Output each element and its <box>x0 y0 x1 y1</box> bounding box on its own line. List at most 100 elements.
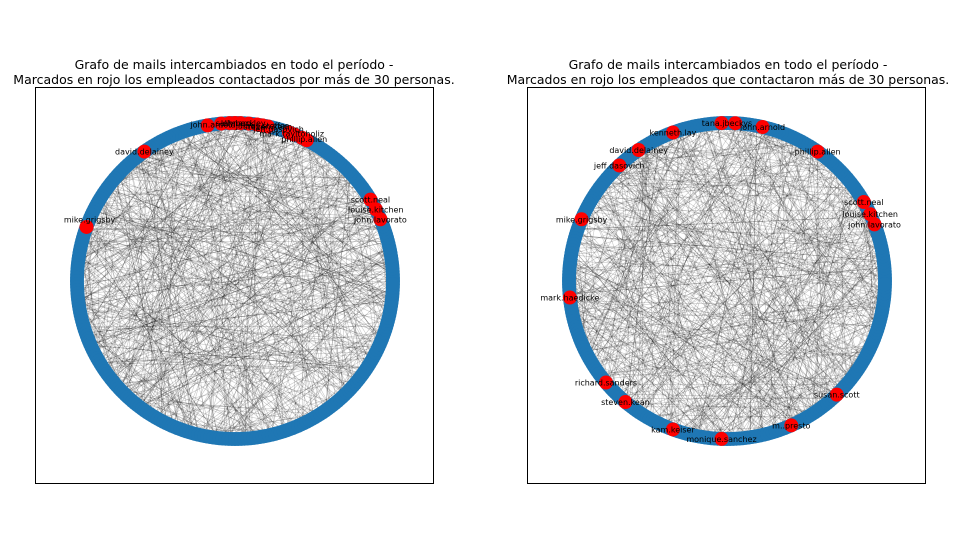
edge <box>87 338 265 437</box>
edge <box>743 123 764 435</box>
edge <box>647 388 843 419</box>
edge <box>231 122 391 255</box>
edge <box>139 151 326 408</box>
edge <box>577 228 879 236</box>
edge <box>690 151 818 435</box>
edge <box>621 163 833 399</box>
edge <box>631 167 838 408</box>
node-label: david.delainey <box>609 146 668 155</box>
edge <box>616 168 711 439</box>
edge <box>568 280 731 440</box>
edge <box>577 228 877 334</box>
edge <box>568 274 705 438</box>
edge <box>78 254 200 435</box>
edge <box>781 132 872 346</box>
highlighted-node <box>598 375 613 390</box>
edge <box>340 163 383 340</box>
edge <box>573 147 812 321</box>
highlighted-node <box>612 158 627 173</box>
edge <box>88 204 374 224</box>
edge <box>762 127 863 363</box>
edge <box>319 147 355 385</box>
edge <box>93 228 385 352</box>
edge <box>626 159 852 380</box>
edge <box>781 188 856 430</box>
edge <box>139 147 320 408</box>
edge <box>81 241 393 295</box>
edge <box>124 260 392 395</box>
edge <box>703 124 833 399</box>
edge <box>575 235 863 364</box>
edge <box>96 204 385 334</box>
edge <box>119 177 355 390</box>
edge <box>78 300 272 436</box>
edge <box>88 216 380 224</box>
edge <box>631 154 884 262</box>
edge <box>736 128 770 439</box>
edge <box>647 143 885 295</box>
edge <box>139 155 146 411</box>
edge <box>111 182 387 327</box>
edge <box>289 300 392 430</box>
edge <box>570 130 679 308</box>
edge <box>743 168 838 439</box>
edge <box>636 150 872 218</box>
edge <box>150 147 390 249</box>
edge <box>653 140 698 437</box>
node-label: scott.neal <box>844 198 883 207</box>
edge <box>736 123 764 435</box>
edge <box>185 130 265 437</box>
edge <box>811 163 834 415</box>
edge <box>129 247 390 399</box>
edge <box>77 177 355 275</box>
edge <box>616 235 879 395</box>
edge <box>684 260 884 434</box>
edge <box>77 140 309 295</box>
edge <box>167 137 341 399</box>
edge <box>90 216 193 434</box>
edge <box>81 287 393 321</box>
edge <box>87 222 193 434</box>
edge <box>198 127 291 430</box>
edge <box>218 274 394 439</box>
edge <box>607 177 807 419</box>
edge <box>340 172 351 399</box>
edge <box>244 123 252 439</box>
edge <box>822 216 872 407</box>
edge <box>781 132 869 352</box>
edge <box>179 167 346 430</box>
node-label: john.arnold <box>739 123 785 132</box>
edge <box>769 132 783 434</box>
edge <box>106 123 226 374</box>
edge <box>591 122 724 200</box>
edge <box>205 124 259 437</box>
edge <box>710 123 881 321</box>
edge <box>77 274 359 380</box>
edge <box>585 123 711 352</box>
edge <box>93 210 341 399</box>
edge <box>103 319 389 369</box>
edge <box>775 267 885 432</box>
edge <box>642 147 795 425</box>
edge <box>591 128 770 364</box>
edge <box>139 154 383 340</box>
edge <box>96 150 326 206</box>
edge <box>307 140 337 403</box>
edge <box>76 132 291 282</box>
edge <box>781 147 812 430</box>
edge <box>167 137 383 340</box>
edge <box>569 267 885 295</box>
edge <box>167 135 175 424</box>
edge <box>77 293 331 408</box>
edge <box>139 154 380 218</box>
edge <box>653 210 869 422</box>
edge <box>76 147 320 275</box>
edge <box>730 122 875 340</box>
edge <box>570 300 883 308</box>
edge <box>87 222 259 438</box>
edge <box>99 198 291 430</box>
edge <box>575 151 818 327</box>
edge <box>173 135 394 275</box>
node-label: kam.keiser <box>651 425 695 434</box>
